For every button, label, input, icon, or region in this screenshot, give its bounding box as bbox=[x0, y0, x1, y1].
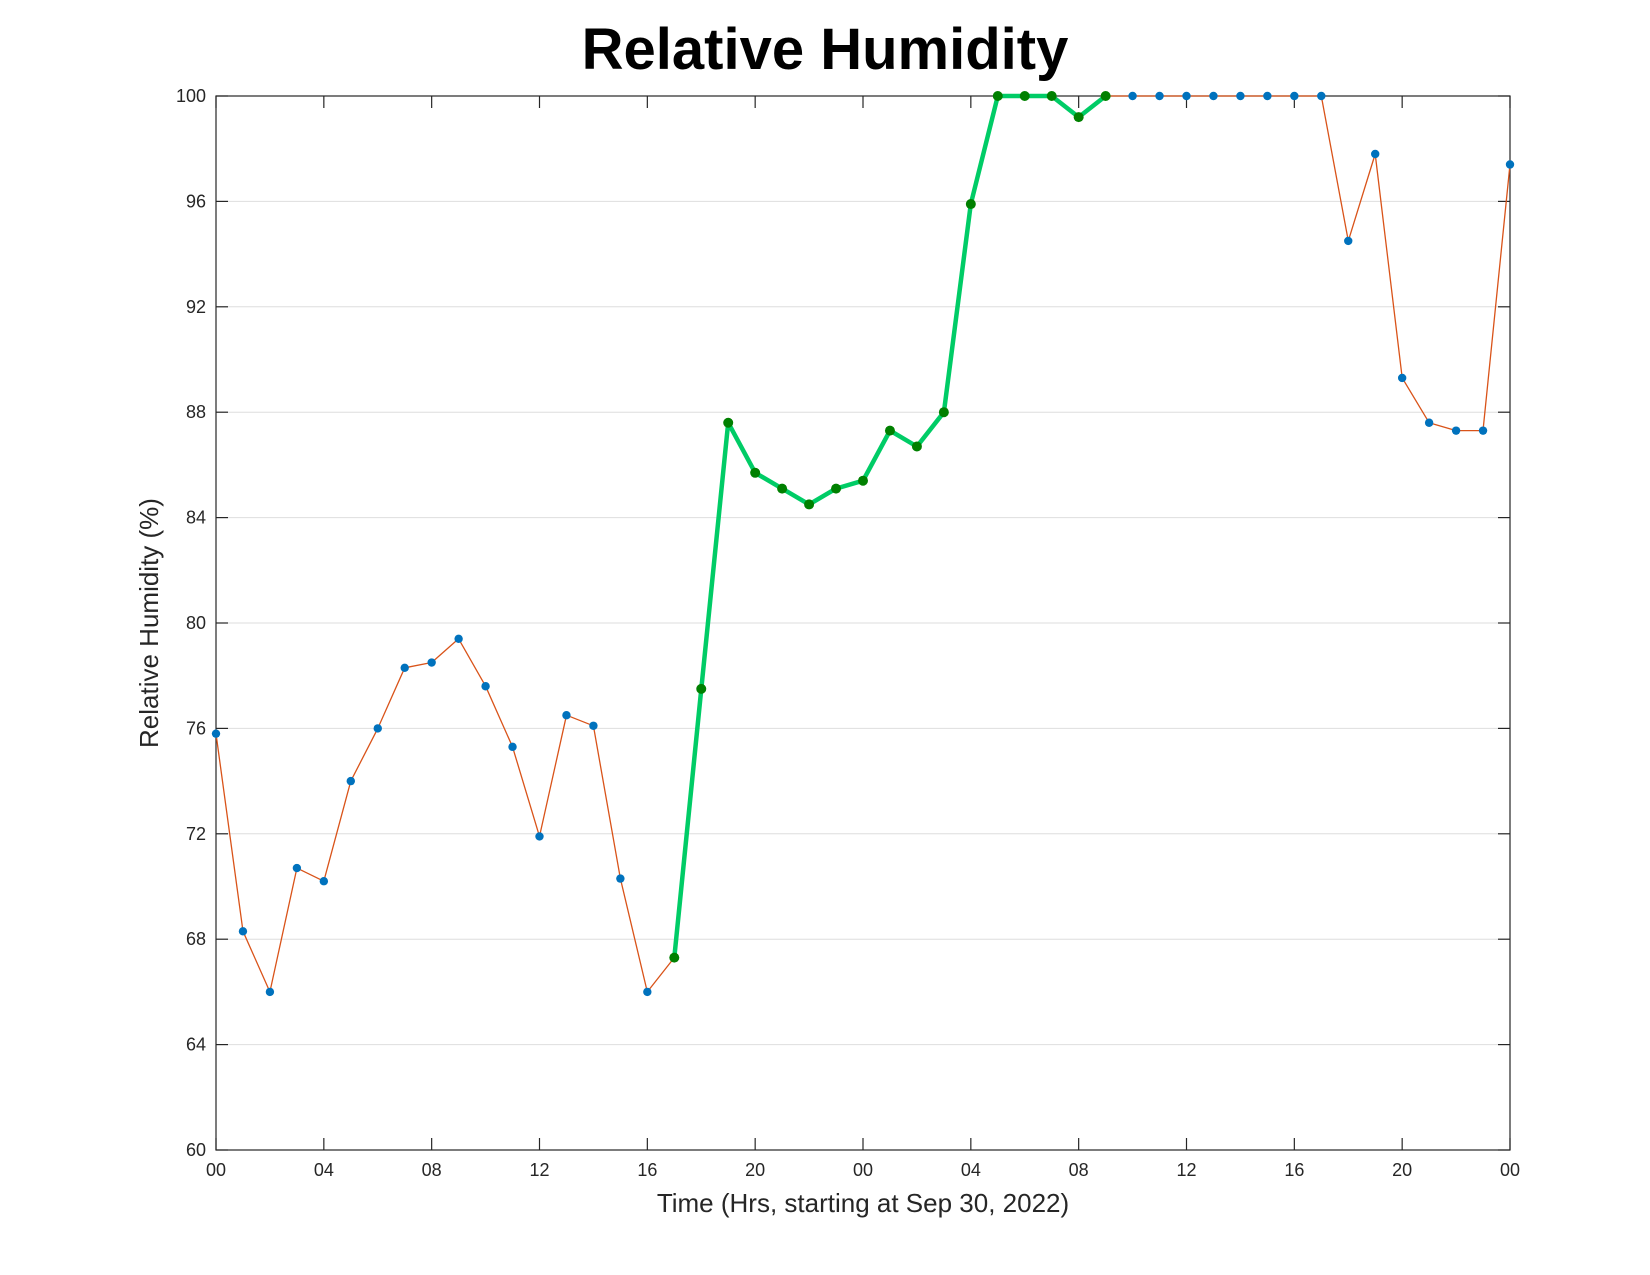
highlight-data-point bbox=[965, 199, 976, 210]
humidity-data-point bbox=[1424, 418, 1434, 427]
humidity-data-point bbox=[1478, 426, 1488, 435]
humidity-data-point bbox=[481, 682, 490, 691]
y-tick-label: 80 bbox=[186, 613, 206, 633]
y-tick-label: 60 bbox=[186, 1140, 206, 1160]
highlight-data-point bbox=[669, 952, 680, 963]
highlight-series-line bbox=[672, 93, 1107, 958]
y-tick-label: 76 bbox=[186, 718, 206, 738]
humidity-series-line bbox=[215, 95, 1511, 993]
x-tick-label: 12 bbox=[1176, 1160, 1196, 1180]
axis-ticks: 60 64 68 72 76 80 84 88 92 96 100 00 04 08 12 16 20 00 04 0… bbox=[176, 86, 1520, 1180]
highlight-data-point bbox=[938, 407, 949, 418]
humidity-data-point bbox=[1263, 91, 1272, 101]
x-tick-label: 16 bbox=[1284, 1160, 1304, 1180]
humidity-data-point bbox=[400, 663, 409, 672]
highlight-data-point bbox=[858, 475, 868, 486]
highlight-data-point bbox=[1073, 112, 1084, 123]
x-axis-label: Time (Hrs, starting at Sep 30, 2022) bbox=[657, 1188, 1069, 1218]
humidity-data-point bbox=[1290, 91, 1299, 101]
x-tick-label: 16 bbox=[637, 1160, 657, 1180]
humidity-data-point bbox=[265, 987, 275, 997]
highlight-data-point bbox=[831, 483, 842, 494]
humidity-data-point bbox=[1182, 91, 1191, 101]
y-tick-label: 96 bbox=[186, 191, 206, 211]
humidity-data-point bbox=[535, 832, 544, 841]
humidity-data-point bbox=[238, 927, 248, 936]
humidity-data-point bbox=[508, 742, 517, 752]
humidity-data-point bbox=[211, 729, 221, 738]
humidity-data-point bbox=[1209, 91, 1218, 101]
x-tick-label: 12 bbox=[529, 1160, 549, 1180]
humidity-data-point bbox=[643, 987, 652, 997]
highlight-data-point bbox=[804, 499, 815, 510]
humidity-data-point bbox=[1155, 91, 1164, 101]
x-tick-label: 20 bbox=[745, 1160, 765, 1180]
x-tick-label: 20 bbox=[1392, 1160, 1412, 1180]
grid-lines bbox=[216, 95, 1510, 1151]
highlight-data-point bbox=[992, 91, 1003, 101]
y-tick-label: 100 bbox=[176, 86, 206, 106]
humidity-data-point bbox=[292, 863, 302, 873]
humidity-data-point bbox=[1397, 373, 1407, 383]
y-tick-label: 64 bbox=[186, 1035, 206, 1055]
humidity-data-point bbox=[346, 776, 355, 786]
x-tick-label: 00 bbox=[1500, 1160, 1520, 1180]
humidity-data-point bbox=[1236, 91, 1245, 101]
humidity-data-point bbox=[454, 634, 463, 644]
humidity-data-point bbox=[1371, 149, 1380, 159]
y-tick-label: 72 bbox=[186, 824, 206, 844]
humidity-data-point bbox=[1128, 91, 1137, 101]
humidity-data-point bbox=[562, 711, 571, 720]
highlight-data-point bbox=[777, 483, 788, 494]
x-tick-label: 08 bbox=[1069, 1160, 1089, 1180]
y-tick-label: 88 bbox=[186, 402, 206, 422]
highlight-data-point bbox=[884, 425, 895, 436]
humidity-data-point bbox=[373, 724, 382, 733]
y-tick-label: 92 bbox=[186, 297, 206, 317]
x-tick-label: 04 bbox=[314, 1160, 334, 1180]
highlight-data-point bbox=[723, 417, 734, 428]
y-tick-label: 84 bbox=[186, 508, 206, 528]
x-tick-label: 04 bbox=[961, 1160, 981, 1180]
humidity-data-point bbox=[1505, 160, 1515, 169]
chart-title: Relative Humidity bbox=[581, 17, 1069, 82]
y-axis-label: Relative Humidity (%) bbox=[134, 498, 164, 748]
humidity-data-point bbox=[616, 874, 625, 883]
humidity-data-point bbox=[319, 877, 329, 886]
highlight-data-point bbox=[1100, 91, 1111, 101]
highlight-data-point bbox=[1019, 91, 1030, 101]
y-tick-label: 68 bbox=[186, 929, 206, 949]
highlight-data-point bbox=[911, 441, 922, 452]
series-layer bbox=[211, 91, 1515, 997]
humidity-data-point bbox=[589, 721, 598, 730]
x-tick-label: 00 bbox=[206, 1160, 226, 1180]
highlight-data-point bbox=[750, 467, 761, 478]
humidity-data-point bbox=[1317, 91, 1326, 101]
humidity-data-point bbox=[1344, 236, 1353, 246]
highlight-data-point bbox=[696, 683, 707, 694]
x-tick-label: 08 bbox=[422, 1160, 442, 1180]
highlight-data-point bbox=[1046, 91, 1057, 101]
x-tick-label: 00 bbox=[853, 1160, 873, 1180]
humidity-data-point bbox=[427, 658, 436, 667]
humidity-data-point bbox=[1451, 426, 1461, 435]
